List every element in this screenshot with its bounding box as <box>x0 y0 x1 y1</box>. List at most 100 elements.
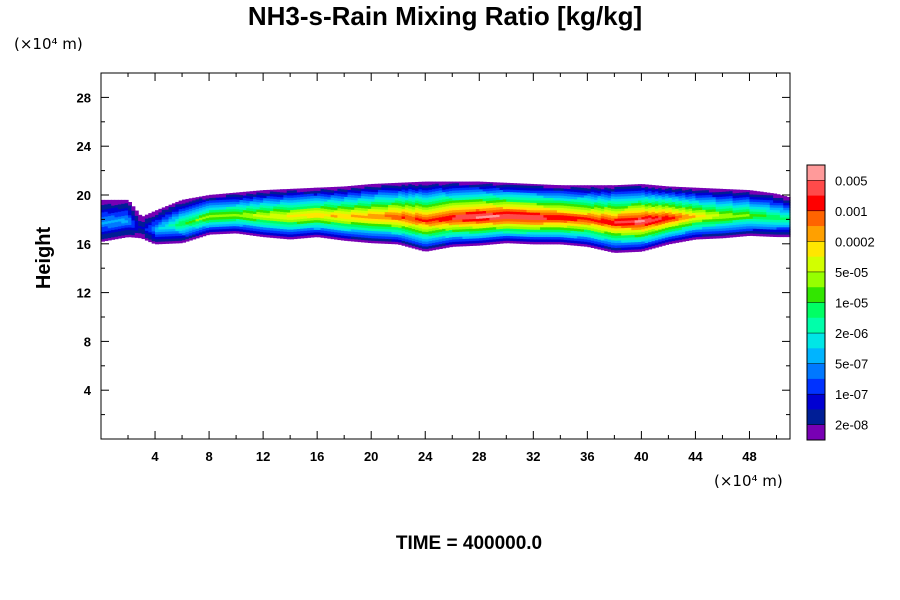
heatmap-cell <box>746 213 751 217</box>
heatmap-cell <box>563 224 568 228</box>
heatmap-cell <box>280 225 284 229</box>
heatmap-cell <box>786 221 791 225</box>
heatmap-cell <box>202 230 207 234</box>
heatmap-cell <box>276 198 281 202</box>
heatmap-cell <box>668 209 673 213</box>
heatmap-cell <box>242 199 247 203</box>
heatmap-cell <box>431 205 436 209</box>
heatmap-cell <box>101 204 105 208</box>
heatmap-cell <box>513 235 518 239</box>
heatmap-cell <box>648 195 653 199</box>
heatmap-cell <box>469 196 474 200</box>
heatmap-cell <box>131 234 136 238</box>
heatmap-cell <box>148 213 153 216</box>
heatmap-cell <box>783 202 788 206</box>
heatmap-cell <box>462 199 467 203</box>
heatmap-cell <box>516 228 521 232</box>
heatmap-cell <box>641 226 646 230</box>
heatmap-cell <box>533 184 538 186</box>
heatmap-cell <box>597 185 602 189</box>
heatmap-cell <box>192 212 197 216</box>
heatmap-cell <box>597 241 602 245</box>
heatmap-cell <box>330 209 335 213</box>
heatmap-cell <box>604 191 609 195</box>
heatmap-cell <box>776 199 781 203</box>
heatmap-cell <box>641 245 646 249</box>
heatmap-cell <box>408 188 413 192</box>
heatmap-cell <box>577 216 582 220</box>
heatmap-cell <box>475 191 480 195</box>
heatmap-cell <box>344 223 349 227</box>
heatmap-cell <box>442 184 447 188</box>
heatmap-cell <box>246 200 251 204</box>
heatmap-cell <box>347 189 352 193</box>
heatmap-cell <box>567 212 572 216</box>
y-tick-label: 28 <box>77 90 91 105</box>
heatmap-cell <box>205 229 210 233</box>
heatmap-cell <box>182 212 187 216</box>
heatmap-cell <box>638 199 642 203</box>
heatmap-cell <box>540 212 545 216</box>
heatmap-cell <box>529 233 534 237</box>
heatmap-cell <box>354 192 359 196</box>
heatmap-cell <box>111 222 116 226</box>
heatmap-cell <box>374 201 379 205</box>
heatmap-cell <box>415 204 420 208</box>
heatmap-cell <box>431 191 436 195</box>
heatmap-cell <box>344 237 349 241</box>
heatmap-cell <box>638 239 642 243</box>
heatmap-cell <box>597 200 602 204</box>
heatmap-cell <box>428 213 433 217</box>
heatmap-cell <box>104 220 109 224</box>
heatmap-cell <box>702 221 707 225</box>
heatmap-cell <box>175 230 180 234</box>
heatmap-cell <box>594 240 599 244</box>
heatmap-cell <box>502 223 507 227</box>
heatmap-cell <box>638 207 642 211</box>
heatmap-cell <box>658 185 663 189</box>
heatmap-cell <box>438 223 443 228</box>
heatmap-cell <box>408 205 413 209</box>
heatmap-cell <box>415 234 420 238</box>
heatmap-cell <box>654 215 659 219</box>
heatmap-cell <box>334 192 339 196</box>
heatmap-cell <box>462 184 467 188</box>
heatmap-cell <box>148 221 153 226</box>
heatmap-cell <box>577 201 582 205</box>
heatmap-cell <box>124 209 129 213</box>
heatmap-cell <box>320 205 325 209</box>
heatmap-cell <box>144 215 149 219</box>
heatmap-cell <box>688 203 693 207</box>
heatmap-cell <box>222 199 227 203</box>
heatmap-cell <box>665 202 670 206</box>
heatmap-cell <box>654 244 659 248</box>
heatmap-cell <box>242 204 247 208</box>
heatmap-cell <box>101 206 105 210</box>
heatmap-cell <box>705 235 710 239</box>
heatmap-cell <box>421 189 426 193</box>
heatmap-cell <box>570 215 575 219</box>
heatmap-cell <box>752 196 757 200</box>
heatmap-cell <box>283 223 288 227</box>
heatmap-cell <box>607 185 612 189</box>
heatmap-cell <box>742 194 747 198</box>
heatmap-cell <box>121 225 126 229</box>
heatmap-cell <box>489 202 494 206</box>
heatmap-cell <box>692 234 697 238</box>
heatmap-cell <box>290 229 295 233</box>
heatmap-cell <box>577 221 582 225</box>
heatmap-cell <box>486 222 491 226</box>
heatmap-cell <box>529 209 534 213</box>
heatmap-cell <box>621 222 626 226</box>
heatmap-cell <box>192 197 197 201</box>
heatmap-cell <box>489 231 494 235</box>
heatmap-cell <box>553 219 558 223</box>
heatmap-cell <box>472 213 477 217</box>
heatmap-cell <box>293 209 298 213</box>
heatmap-cell <box>776 197 781 201</box>
heatmap-cell <box>482 222 487 226</box>
heatmap-cell <box>546 226 551 230</box>
heatmap-cell <box>307 220 311 224</box>
heatmap-cell <box>611 242 615 246</box>
heatmap-cell <box>246 219 251 223</box>
